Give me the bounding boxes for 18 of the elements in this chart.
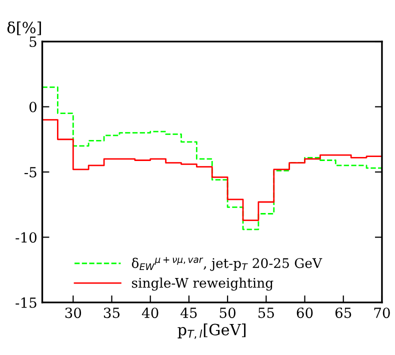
legend-label: δ$_{EW}$$^{μ+νμ,var}$, jet-p$_{T}$ 20-25 GeV <box>132 257 322 271</box>
x-axis-title: p$_{T,l}$[GeV] <box>178 324 246 339</box>
x-tick-label: 35 <box>104 308 120 318</box>
y-tick-label: -5 <box>24 167 36 178</box>
y-tick-label: 5 <box>30 36 36 48</box>
y-tick-label: 0 <box>29 102 36 112</box>
y-tick-label: -10 <box>16 232 36 243</box>
x-tick-label: 70 <box>374 308 390 318</box>
x-tick-label: 40 <box>142 308 158 318</box>
x-tick-label: 65 <box>335 308 352 318</box>
y-tick-label: -15 <box>16 297 36 308</box>
x-tick-label: 50 <box>220 308 236 318</box>
y-axis-title: δ[%] <box>7 21 41 36</box>
x-tick-label: 55 <box>258 308 274 318</box>
x-tick-label: 30 <box>65 308 82 318</box>
x-tick-label: 45 <box>180 308 197 318</box>
x-tick-label: 60 <box>296 308 313 318</box>
legend-label: single-W reweighting <box>132 278 274 291</box>
